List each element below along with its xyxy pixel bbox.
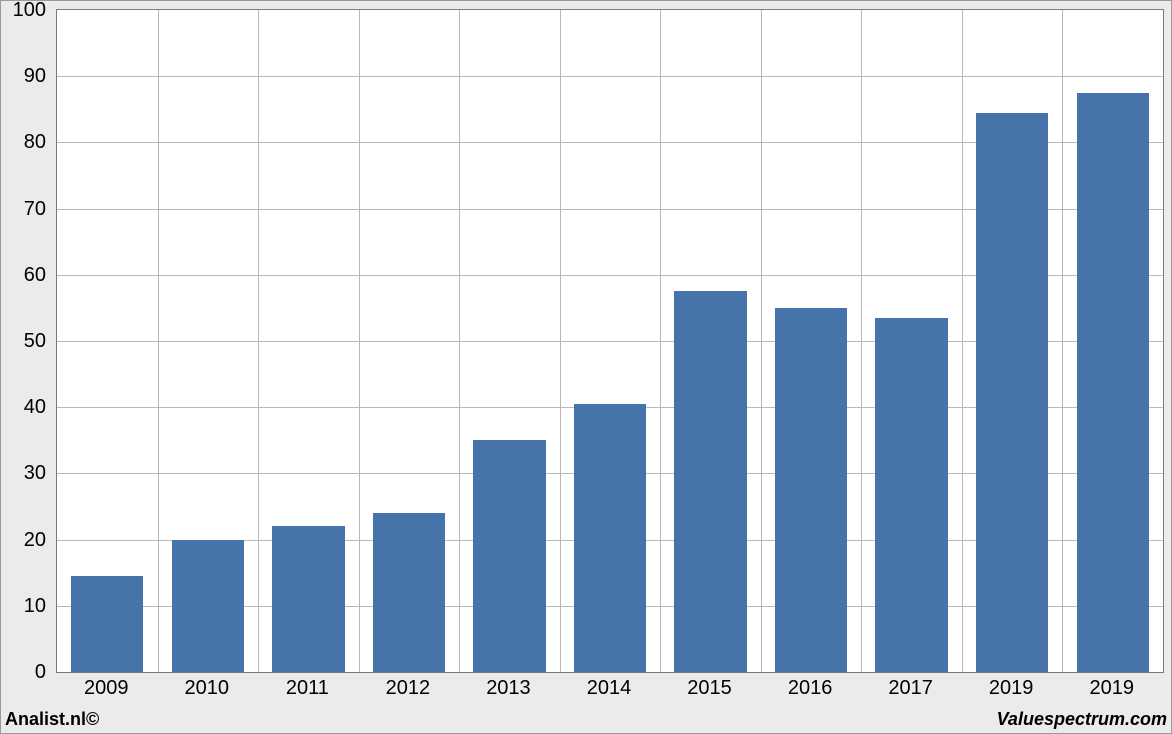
x-tick-label: 2010 bbox=[157, 677, 258, 700]
y-tick-label: 80 bbox=[1, 131, 46, 154]
y-tick-label: 20 bbox=[1, 529, 46, 552]
bar bbox=[574, 404, 646, 672]
x-tick-label: 2019 bbox=[1061, 677, 1162, 700]
y-tick-label: 90 bbox=[1, 65, 46, 88]
y-tick-label: 40 bbox=[1, 396, 46, 419]
x-tick-label: 2016 bbox=[760, 677, 861, 700]
gridline-vertical bbox=[761, 10, 762, 672]
y-tick-label: 10 bbox=[1, 595, 46, 618]
x-tick-label: 2013 bbox=[458, 677, 559, 700]
x-tick-label: 2011 bbox=[257, 677, 358, 700]
bar bbox=[272, 526, 344, 672]
gridline-horizontal bbox=[57, 76, 1163, 77]
y-tick-label: 0 bbox=[1, 661, 46, 684]
x-tick-label: 2017 bbox=[860, 677, 961, 700]
x-tick-label: 2009 bbox=[56, 677, 157, 700]
x-tick-label: 2012 bbox=[358, 677, 459, 700]
footer-right: Valuespectrum.com bbox=[997, 709, 1167, 730]
bar bbox=[875, 318, 947, 672]
x-tick-label: 2015 bbox=[659, 677, 760, 700]
bar bbox=[1077, 93, 1149, 672]
footer-left: Analist.nl© bbox=[5, 709, 99, 730]
gridline-vertical bbox=[258, 10, 259, 672]
bar bbox=[373, 513, 445, 672]
x-tick-label: 2019 bbox=[961, 677, 1062, 700]
bar bbox=[775, 308, 847, 672]
plot-area bbox=[56, 9, 1164, 673]
y-tick-label: 30 bbox=[1, 462, 46, 485]
gridline-vertical bbox=[962, 10, 963, 672]
chart-frame: Analist.nl© Valuespectrum.com 0 10 20 30 40 5… bbox=[0, 0, 1172, 734]
gridline-vertical bbox=[459, 10, 460, 672]
gridline-vertical bbox=[158, 10, 159, 672]
gridline-vertical bbox=[560, 10, 561, 672]
y-tick-label: 50 bbox=[1, 330, 46, 353]
y-tick-label: 100 bbox=[1, 0, 46, 22]
bar bbox=[473, 440, 545, 672]
gridline-vertical bbox=[660, 10, 661, 672]
y-tick-label: 70 bbox=[1, 198, 46, 221]
y-tick-label: 60 bbox=[1, 264, 46, 287]
gridline-vertical bbox=[1062, 10, 1063, 672]
bar bbox=[172, 540, 244, 672]
gridline-vertical bbox=[861, 10, 862, 672]
gridline-vertical bbox=[359, 10, 360, 672]
x-tick-label: 2014 bbox=[559, 677, 660, 700]
bar bbox=[976, 113, 1048, 672]
bar bbox=[674, 291, 746, 672]
bar bbox=[71, 576, 143, 672]
